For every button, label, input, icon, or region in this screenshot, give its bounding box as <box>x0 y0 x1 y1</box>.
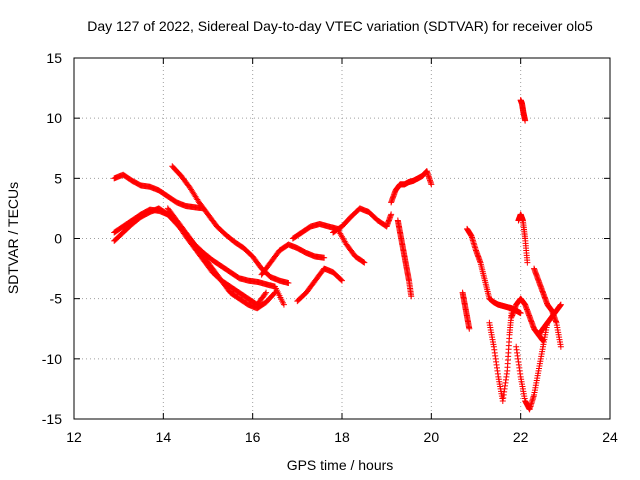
x-tick-label: 12 <box>66 429 82 445</box>
y-tick-labels: 15 10 5 0 -5 -10 -15 <box>42 50 62 427</box>
data-point-marker <box>272 289 278 296</box>
data-point-marker <box>338 276 345 283</box>
x-tick-label: 18 <box>334 429 350 445</box>
data-points <box>111 97 564 413</box>
data-point-marker <box>557 301 564 308</box>
x-tick-label: 22 <box>513 429 529 445</box>
x-tick-label: 24 <box>602 429 618 445</box>
y-tick-label: 0 <box>54 231 62 247</box>
x-tick-labels: 12 14 16 18 20 22 24 <box>66 429 618 445</box>
chart-title: Day 127 of 2022, Sidereal Day-to-day VTE… <box>87 18 593 34</box>
data-point-marker <box>557 343 564 350</box>
data-point-marker <box>321 254 328 261</box>
y-tick-label: 5 <box>54 170 62 186</box>
x-tick-label: 16 <box>245 429 261 445</box>
y-tick-label: -5 <box>50 291 63 307</box>
data-point-marker <box>524 259 531 266</box>
data-point-marker <box>339 277 345 284</box>
x-tick-label: 14 <box>156 429 172 445</box>
data-point-marker <box>517 310 524 317</box>
data-point-marker <box>388 211 395 218</box>
data-point-marker <box>263 289 270 296</box>
data-point-marker <box>285 280 292 287</box>
data-point-marker <box>466 325 473 332</box>
data-point-marker <box>280 301 287 308</box>
data-point-marker <box>408 293 415 300</box>
y-tick-label: 10 <box>46 110 62 126</box>
data-point-marker <box>428 181 435 188</box>
y-axis-label: SDTVAR / TECUs <box>5 182 21 294</box>
y-tick-label: -15 <box>42 411 62 427</box>
data-point-marker <box>361 259 368 266</box>
y-tick-label: -10 <box>42 351 62 367</box>
x-tick-label: 20 <box>424 429 440 445</box>
axis-ticks <box>73 57 611 420</box>
data-point-marker <box>522 117 529 124</box>
data-point-marker <box>360 258 367 265</box>
y-tick-label: 15 <box>46 50 62 66</box>
data-point-marker <box>262 290 269 297</box>
data-point-marker <box>271 290 278 297</box>
x-axis-label: GPS time / hours <box>287 457 394 473</box>
